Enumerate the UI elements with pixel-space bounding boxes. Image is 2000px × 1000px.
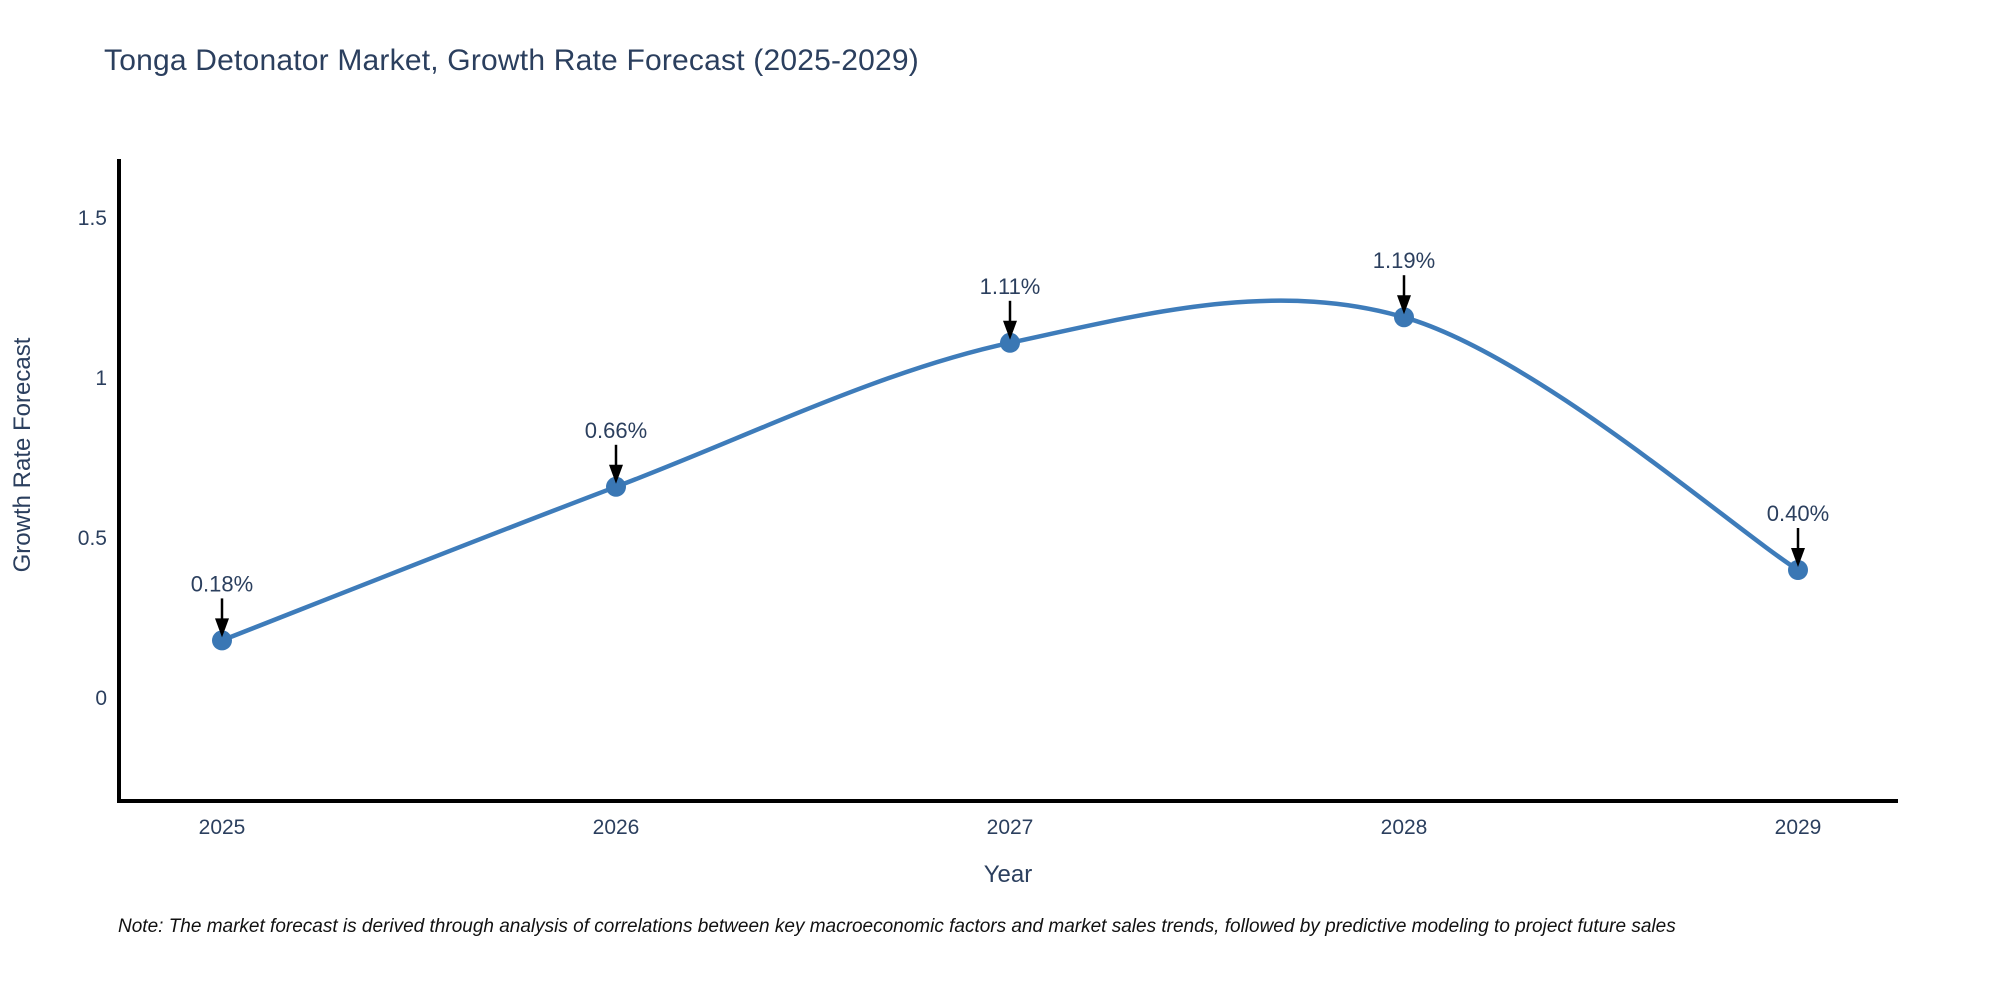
data-point-2025[interactable] [212, 630, 232, 651]
x-axis-title: Year [984, 861, 1033, 888]
annotation-label: 0.66% [585, 418, 647, 443]
annotation-label: 1.11% [980, 274, 1041, 299]
data-point-2028[interactable] [1394, 307, 1414, 328]
data-point-2027[interactable] [1000, 332, 1020, 353]
footnote: Note: The market forecast is derived thr… [118, 916, 1676, 937]
data-point-2026[interactable] [606, 476, 626, 497]
annotation-label: 0.40% [1767, 501, 1829, 526]
annotation-2029: 0.40% [1767, 501, 1829, 567]
ticks-layer: 0 0.5 1 1.5 2025 2026 2027 2028 2029 [78, 207, 1822, 839]
x-tick-label: 2025 [199, 816, 246, 839]
chart-title: Tonga Detonator Market, Growth Rate Fore… [104, 44, 919, 77]
annotation-2028: 1.19% [1373, 248, 1435, 315]
annotation-label: 1.19% [1373, 248, 1435, 273]
annotation-arrowhead-icon [1003, 320, 1017, 340]
x-tick-label: 2026 [593, 816, 640, 839]
annotation-arrowhead-icon [1791, 548, 1805, 567]
axes-layer [117, 159, 1898, 803]
x-tick-label: 2027 [987, 816, 1034, 839]
y-tick-label: 0.5 [78, 527, 107, 550]
y-axis-title: Growth Rate Forecast [9, 337, 36, 572]
annotations-layer: 0.18% 0.66% 1.11% 1.19% 0.40% [191, 248, 1829, 638]
data-point-2029[interactable] [1788, 560, 1808, 580]
annotation-arrowhead-icon [1397, 295, 1411, 315]
x-tick-label: 2029 [1775, 816, 1822, 839]
y-tick-label: 0 [95, 687, 107, 710]
annotation-arrowhead-icon [609, 464, 623, 484]
annotation-2025: 0.18% [191, 571, 253, 638]
annotation-2026: 0.66% [585, 418, 647, 484]
annotation-label: 0.18% [191, 571, 253, 596]
annotation-2027: 1.11% [980, 274, 1041, 340]
annotation-arrowhead-icon [215, 618, 229, 638]
series-layer [212, 298, 1808, 651]
x-tick-label: 2028 [1381, 816, 1428, 839]
y-tick-label: 1.5 [78, 207, 107, 230]
y-tick-label: 1 [95, 367, 107, 390]
